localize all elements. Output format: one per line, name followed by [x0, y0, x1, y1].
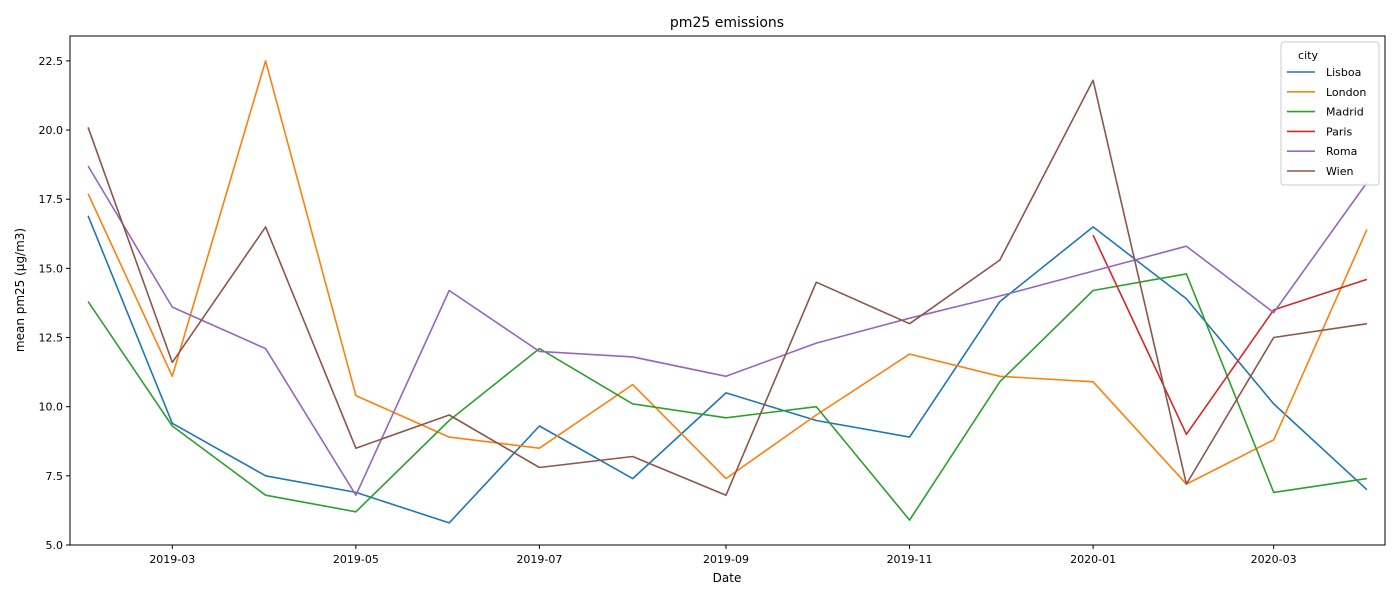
series-line-london [87, 60, 1368, 485]
series-line-roma [87, 165, 1368, 497]
x-tick-label: 2019-05 [333, 553, 379, 566]
plot-frame [69, 35, 1386, 546]
chart-title: pm25 emissions [670, 15, 784, 31]
legend-label-paris: Paris [1326, 125, 1352, 138]
series-line-wien [87, 79, 1368, 497]
x-tick-label: 2019-09 [703, 553, 749, 566]
y-axis-label: mean pm25 (µg/m3) [13, 228, 27, 352]
legend-label-london: London [1326, 86, 1366, 99]
legend: city Lisboa London Madrid Paris Roma Wien [1280, 41, 1380, 186]
legend-label-roma: Roma [1326, 145, 1357, 158]
legend-title: city [1298, 49, 1318, 62]
x-tick-label: 2019-07 [516, 553, 562, 566]
legend-label-madrid: Madrid [1326, 106, 1364, 119]
y-tick-label: 10.0 [39, 401, 64, 414]
series-line-paris [1092, 234, 1368, 436]
x-tick-label: 2020-01 [1070, 553, 1116, 566]
x-tick-label: 2019-11 [887, 553, 933, 566]
legend-label-wien: Wien [1326, 165, 1353, 178]
plot-area [87, 60, 1368, 524]
legend-label-lisboa: Lisboa [1326, 66, 1361, 79]
legend-box [1280, 41, 1380, 186]
x-tick-label: 2019-03 [149, 553, 195, 566]
axes: 5.0 7.5 10.0 12.5 15.0 17.5 20.0 22.5 2019-03 201… [39, 55, 1297, 566]
y-tick-label: 22.5 [39, 55, 64, 68]
series-line-madrid [87, 273, 1368, 521]
y-tick-label: 15.0 [39, 262, 64, 275]
x-axis-label: Date [713, 571, 742, 585]
y-tick-label: 17.5 [39, 193, 64, 206]
series-line-lisboa [87, 215, 1368, 524]
y-tick-label: 7.5 [46, 470, 64, 483]
y-tick-label: 12.5 [39, 332, 64, 345]
y-tick-label: 5.0 [46, 539, 64, 552]
x-tick-label: 2020-03 [1251, 553, 1297, 566]
y-tick-label: 20.0 [39, 124, 64, 137]
